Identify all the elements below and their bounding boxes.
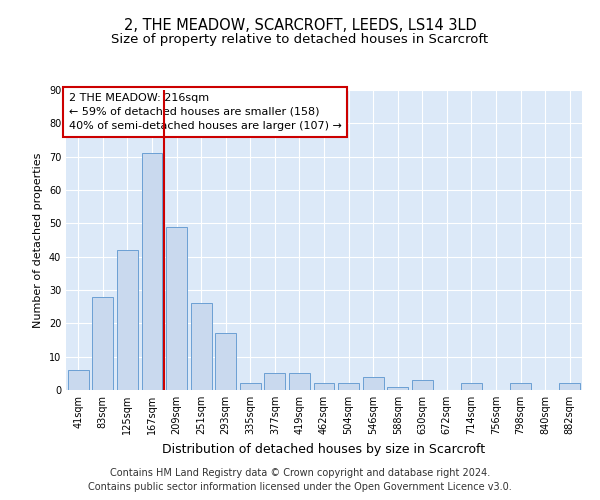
Bar <box>92 296 113 390</box>
Bar <box>117 250 138 390</box>
Bar <box>215 334 236 390</box>
Text: Size of property relative to detached houses in Scarcroft: Size of property relative to detached ho… <box>112 32 488 46</box>
Bar <box>338 384 359 390</box>
Bar <box>142 154 163 390</box>
Text: 2 THE MEADOW: 216sqm
← 59% of detached houses are smaller (158)
40% of semi-deta: 2 THE MEADOW: 216sqm ← 59% of detached h… <box>68 93 341 131</box>
Bar <box>265 374 286 390</box>
Bar <box>362 376 383 390</box>
Bar <box>289 374 310 390</box>
Bar <box>240 384 261 390</box>
Bar <box>510 384 531 390</box>
Bar <box>387 386 408 390</box>
Bar <box>314 384 334 390</box>
Bar <box>412 380 433 390</box>
Y-axis label: Number of detached properties: Number of detached properties <box>33 152 43 328</box>
Bar <box>191 304 212 390</box>
Text: Contains HM Land Registry data © Crown copyright and database right 2024.: Contains HM Land Registry data © Crown c… <box>110 468 490 477</box>
Bar <box>68 370 89 390</box>
Text: Contains public sector information licensed under the Open Government Licence v3: Contains public sector information licen… <box>88 482 512 492</box>
Bar <box>559 384 580 390</box>
Text: 2, THE MEADOW, SCARCROFT, LEEDS, LS14 3LD: 2, THE MEADOW, SCARCROFT, LEEDS, LS14 3L… <box>124 18 476 32</box>
X-axis label: Distribution of detached houses by size in Scarcroft: Distribution of detached houses by size … <box>163 442 485 456</box>
Bar <box>166 226 187 390</box>
Bar <box>461 384 482 390</box>
